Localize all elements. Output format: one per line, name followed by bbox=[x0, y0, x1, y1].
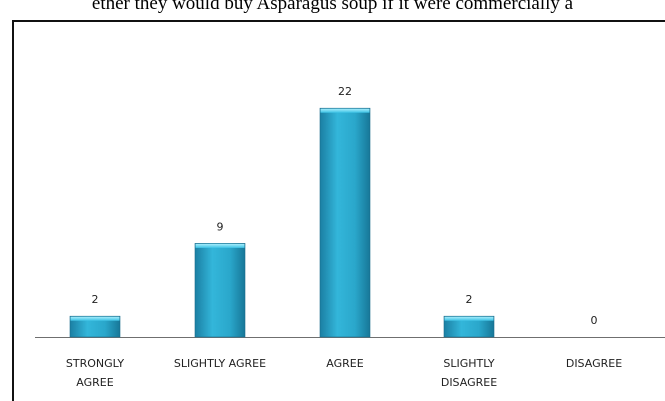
data-label-0: 2 bbox=[92, 293, 99, 306]
data-label-4: 0 bbox=[591, 314, 598, 327]
category-label-1: SLIGHTLY AGREE bbox=[174, 357, 266, 370]
bar-highlight-3 bbox=[444, 316, 494, 321]
chart-frame bbox=[12, 20, 665, 401]
bar-highlight-2 bbox=[320, 108, 370, 113]
bar-highlight-1 bbox=[195, 243, 245, 248]
bar-0 bbox=[69, 315, 121, 338]
data-label-2: 22 bbox=[338, 85, 352, 98]
category-label-4: DISAGREE bbox=[566, 357, 622, 370]
category-label-3: SLIGHTLY DISAGREE bbox=[441, 357, 497, 389]
bar-3 bbox=[443, 315, 495, 338]
bar-highlight-0 bbox=[70, 316, 120, 321]
category-label-2: AGREE bbox=[326, 357, 363, 370]
data-label-1: 9 bbox=[217, 220, 224, 233]
bar-1 bbox=[194, 243, 246, 338]
data-label-3: 2 bbox=[466, 293, 473, 306]
category-label-0: STRONGLY AGREE bbox=[66, 357, 124, 389]
figure-caption: ether they would buy Asparagus soup if i… bbox=[91, 0, 574, 14]
bar-2 bbox=[319, 107, 371, 338]
